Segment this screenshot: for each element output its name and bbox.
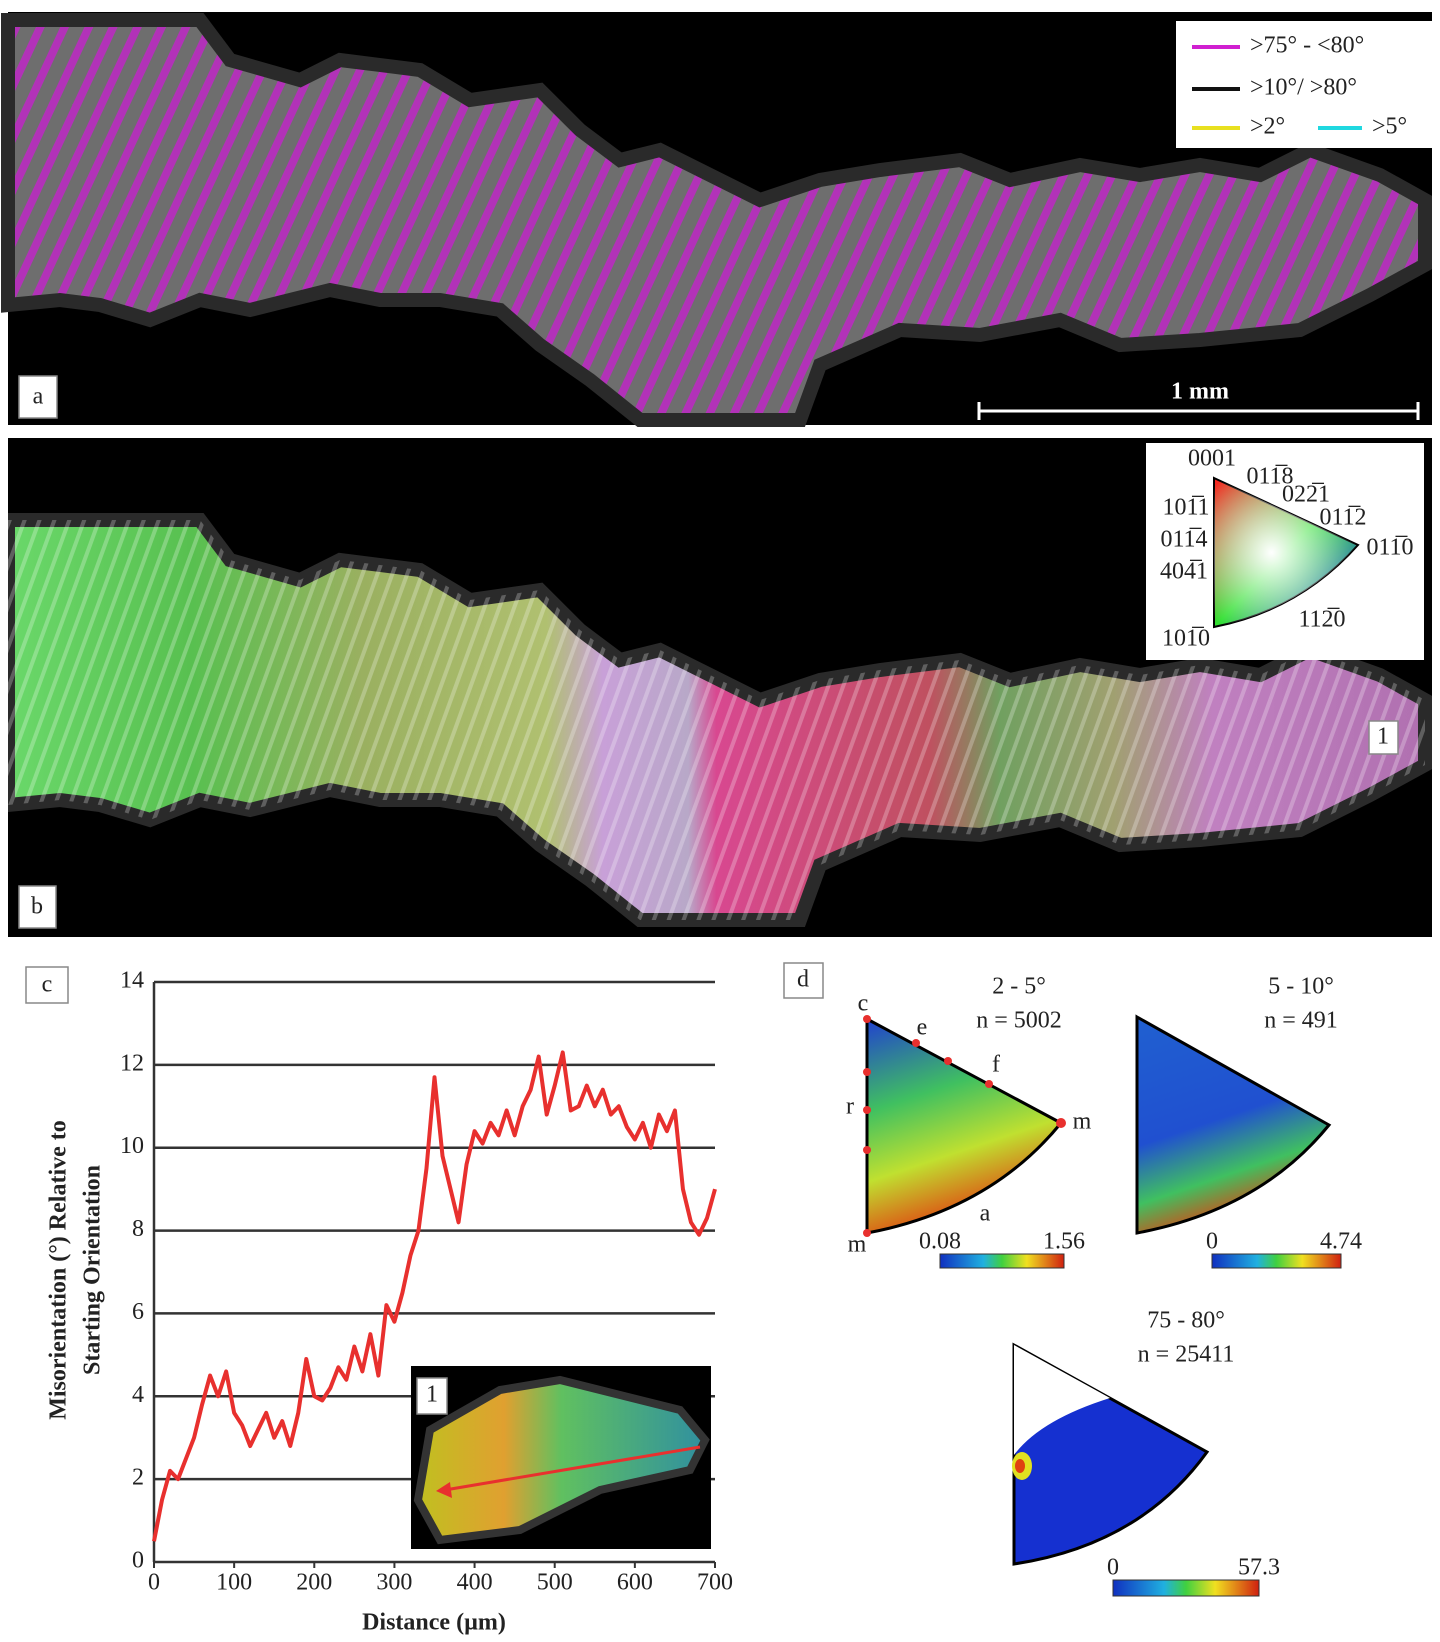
colorbar (940, 1254, 1064, 1268)
scale-bar-label: 1 mm (1171, 379, 1229, 405)
figure-count: n = 491 (1264, 1008, 1338, 1034)
pole-label: r (846, 1094, 854, 1120)
pole-label: m (848, 1232, 867, 1258)
y-tick-label: 10 (120, 1133, 144, 1159)
page: {"panel_a": {"label": "a", "legend": [">… (0, 0, 1440, 1642)
ipf-key-label: 101̅1 (1162, 495, 1209, 521)
figure-count: n = 5002 (976, 1008, 1062, 1034)
pole-label: e (917, 1015, 928, 1041)
pole-label: c (858, 991, 869, 1017)
colorbar-label: 4.74 (1320, 1229, 1362, 1255)
ipf-key-label: 112̅0 (1298, 607, 1345, 633)
ipf-key-label: 0001 (1188, 446, 1236, 472)
legend-label: >10°/ >80° (1250, 75, 1357, 101)
figure-count: n = 25411 (1138, 1342, 1235, 1368)
colorbar-label: 57.3 (1238, 1555, 1280, 1581)
panel-a: >75° - <80° >10°/ >80° >2° >5° a 1 mm (8, 12, 1434, 425)
x-tick-label: 0 (148, 1570, 160, 1596)
y-tick-label: 6 (132, 1299, 144, 1325)
x-tick-label: 600 (617, 1570, 653, 1596)
ipf-key-label: 101̅0 (1162, 626, 1210, 652)
y-tick-label: 4 (132, 1382, 144, 1408)
pole-figure-peak (1015, 1459, 1025, 1473)
ipf-key-label: 011̅2 (1319, 505, 1366, 531)
panel-label: b (31, 894, 43, 920)
pole-figure (1137, 1017, 1329, 1233)
y-axis-label: Starting Orientation (80, 1165, 106, 1375)
colorbar-label: 0.08 (919, 1229, 961, 1255)
pole-figure (867, 1019, 1061, 1233)
y-tick-label: 8 (132, 1216, 144, 1242)
figure: >75° - <80° >10°/ >80° >2° >5° a 1 mm 00… (0, 0, 1440, 1642)
x-tick-label: 500 (537, 1570, 573, 1596)
legend-label: >2° (1250, 114, 1285, 140)
inset-label: 1 (426, 1382, 438, 1408)
region-label: 1 (1377, 724, 1389, 750)
ipf-key-label: 011̅4 (1160, 527, 1207, 553)
y-tick-label: 14 (120, 968, 144, 994)
x-axis-label: Distance (µm) (362, 1610, 506, 1636)
ipf-key-label: 404̅1 (1160, 559, 1208, 585)
inset: 1 (411, 1366, 711, 1549)
legend-label: >5° (1372, 114, 1407, 140)
y-tick-label: 2 (132, 1465, 144, 1491)
colorbar-label: 0 (1206, 1229, 1218, 1255)
x-tick-label: 300 (376, 1570, 412, 1596)
panel-d: d 2 - 5° n = 5002 c e f m r a m 0.08 1.5… (784, 963, 1362, 1596)
figure-title: 5 - 10° (1268, 974, 1334, 1000)
panel-label: a (33, 384, 44, 410)
y-tick-label: 0 (132, 1548, 144, 1574)
x-tick-label: 400 (457, 1570, 493, 1596)
pole-label: f (992, 1052, 1000, 1078)
ipf-key-label: 011̅0 (1366, 535, 1413, 561)
panel-label: c (42, 972, 53, 998)
panel-c: c Misorientation (°) Relative to Startin… (26, 967, 733, 1636)
colorbar (1212, 1254, 1341, 1268)
y-tick-label: 12 (120, 1050, 144, 1076)
colorbar-label: 1.56 (1043, 1229, 1085, 1255)
pole-label: m (1073, 1109, 1092, 1135)
x-tick-label: 200 (296, 1570, 332, 1596)
x-tick-label: 700 (697, 1570, 733, 1596)
pole-label: a (980, 1201, 991, 1227)
panel-label: d (797, 967, 809, 993)
figure-title: 75 - 80° (1147, 1308, 1225, 1334)
y-axis-label: Misorientation (°) Relative to (46, 1120, 72, 1420)
panel-b: 0001 011̅8 022̅1 011̅2 011̅0 101̅1 011̅4… (8, 438, 1432, 937)
colorbar-label: 0 (1107, 1555, 1119, 1581)
colorbar (1113, 1580, 1259, 1596)
x-tick-label: 100 (216, 1570, 252, 1596)
legend-label: >75° - <80° (1250, 33, 1364, 59)
figure-title: 2 - 5° (992, 974, 1046, 1000)
